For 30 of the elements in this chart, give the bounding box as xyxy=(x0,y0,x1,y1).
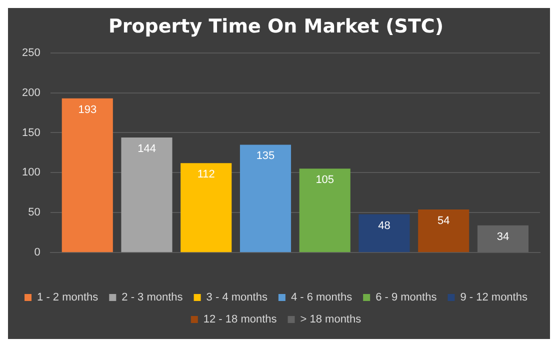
y-tick-label: 100 xyxy=(22,166,40,179)
data-label: 112 xyxy=(197,168,215,181)
legend-label: 4 - 6 months xyxy=(290,292,353,304)
legend-label: 1 - 2 months xyxy=(37,292,99,304)
data-label: 34 xyxy=(496,230,510,243)
data-label: 48 xyxy=(378,220,390,232)
bar xyxy=(299,168,350,252)
legend-label: > 18 months xyxy=(300,314,362,326)
y-tick-label: 250 xyxy=(22,46,40,59)
bar xyxy=(62,98,113,252)
data-label: 193 xyxy=(78,104,97,116)
legend-label: 6 - 9 months xyxy=(376,292,438,304)
bar xyxy=(358,214,410,252)
legend-label: 3 - 4 months xyxy=(206,292,268,304)
data-label: 144 xyxy=(138,143,156,156)
legend-label: 9 - 12 months xyxy=(460,292,528,304)
bar xyxy=(418,209,470,252)
legend-label: 12 - 18 months xyxy=(203,314,278,326)
chart-title: Property Time On Market (STC) xyxy=(108,15,444,38)
y-tick-label: 0 xyxy=(34,246,40,259)
legend-label: 2 - 3 months xyxy=(122,292,184,304)
data-label: 135 xyxy=(256,150,275,162)
data-label: 54 xyxy=(437,214,450,227)
y-tick-label: 200 xyxy=(22,86,40,99)
bar xyxy=(240,144,292,252)
bar xyxy=(121,138,172,252)
y-tick-label: 50 xyxy=(28,206,40,219)
data-label: 105 xyxy=(316,174,334,186)
bar xyxy=(180,163,232,252)
y-tick-label: 150 xyxy=(22,126,40,139)
